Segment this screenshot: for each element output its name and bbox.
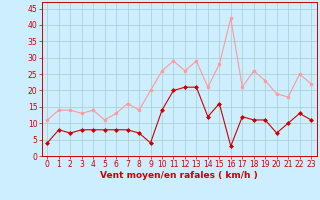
X-axis label: Vent moyen/en rafales ( km/h ): Vent moyen/en rafales ( km/h ) — [100, 171, 258, 180]
